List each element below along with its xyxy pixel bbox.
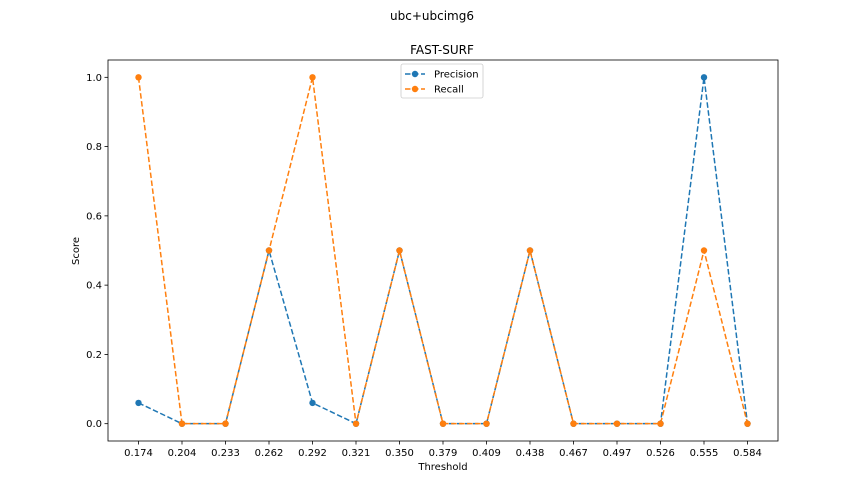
y-tick-label: 0.2 — [86, 350, 102, 361]
data-point-recall — [744, 420, 751, 427]
y-tick-label: 0.0 — [86, 419, 102, 430]
x-tick-label: 0.555 — [690, 448, 719, 459]
chart-title: FAST-SURF — [410, 43, 474, 57]
data-point-recall — [352, 420, 360, 427]
data-point-recall — [526, 247, 534, 254]
x-tick-label: 0.292 — [298, 448, 327, 459]
data-point-recall — [657, 420, 664, 427]
y-tick-label: 0.8 — [86, 142, 102, 153]
data-point-recall — [700, 247, 708, 254]
x-tick-label: 0.497 — [603, 448, 632, 459]
data-point-recall — [222, 420, 229, 427]
plot-area — [107, 59, 779, 442]
legend-label: Recall — [434, 85, 464, 96]
x-tick-label: 0.409 — [472, 448, 501, 459]
x-axis-label: Threshold — [417, 462, 467, 473]
x-tick-label: 0.438 — [516, 448, 545, 459]
y-tick-label: 1.0 — [86, 73, 102, 84]
figure-suptitle: ubc+ubcimg6 — [390, 9, 474, 23]
data-point-recall — [613, 420, 621, 427]
data-point-recall — [178, 420, 186, 427]
x-tick-label: 0.350 — [385, 448, 414, 459]
legend-swatch-marker — [411, 85, 419, 93]
data-point-recall — [309, 74, 316, 81]
y-axis: 0.0 0.2 0.4 0.6 0.8 1.0 — [86, 73, 108, 430]
data-point-precision — [700, 74, 708, 81]
x-tick-label: 0.526 — [646, 448, 675, 459]
y-tick-label: 0.4 — [86, 281, 102, 292]
x-tick-label: 0.174 — [124, 448, 153, 459]
data-point-recall — [483, 420, 490, 427]
legend-swatch-marker — [411, 70, 419, 78]
data-point-recall — [439, 420, 447, 427]
x-tick-label: 0.379 — [429, 448, 458, 459]
data-point-recall — [135, 74, 142, 81]
data-point-precision — [135, 399, 142, 407]
x-axis: 0.174 0.204 0.233 0.262 0.292 0.321 0.350 0.379… — [124, 441, 762, 459]
data-point-recall — [570, 420, 577, 427]
x-tick-label: 0.204 — [168, 448, 197, 459]
data-point-recall — [265, 247, 273, 254]
x-tick-label: 0.233 — [211, 448, 240, 459]
series-line-recall — [137, 77, 749, 425]
x-tick-label: 0.262 — [255, 448, 284, 459]
data-point-precision — [309, 399, 316, 407]
series-layer — [135, 74, 751, 427]
legend: Precision Recall — [400, 63, 484, 99]
x-tick-label: 0.584 — [733, 448, 762, 459]
legend-label: Precision — [434, 70, 479, 81]
x-tick-label: 0.321 — [342, 448, 371, 459]
y-axis-label: Score — [71, 237, 82, 265]
x-tick-label: 0.467 — [559, 448, 588, 459]
data-point-recall — [396, 247, 403, 254]
y-tick-label: 0.6 — [86, 211, 102, 222]
